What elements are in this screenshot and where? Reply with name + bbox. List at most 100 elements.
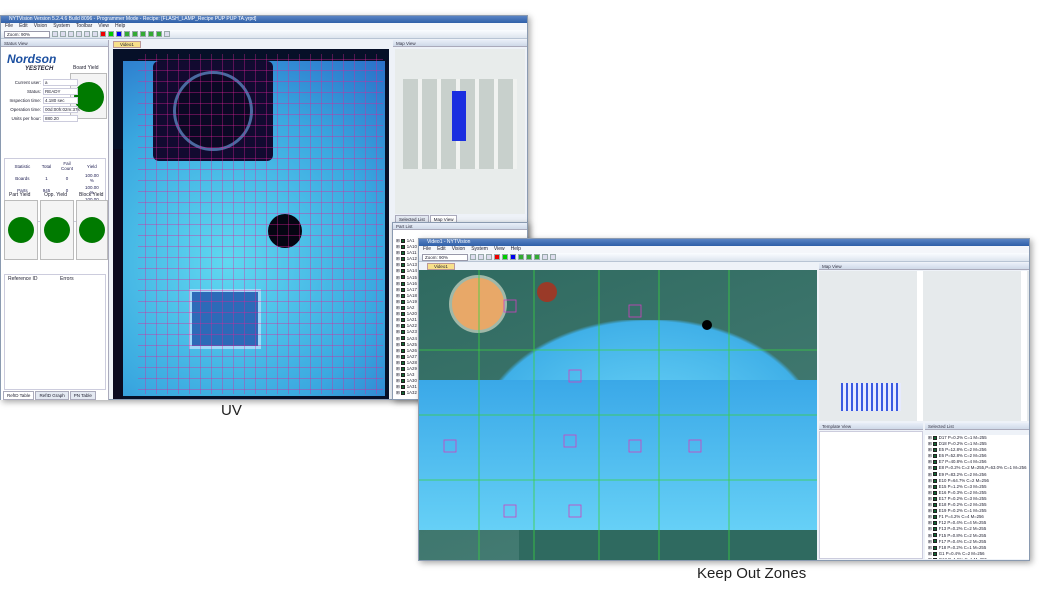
list-item[interactable]: ⊞ 1A28 — [396, 359, 417, 365]
menu-toolbar[interactable]: Toolbar — [75, 23, 93, 29]
list-item[interactable]: ⊞ E17 P=0.2% C=3 M=255 — [928, 495, 987, 501]
koz-window: Video1 - NYTVision File Edit Vision Syst… — [418, 238, 1030, 561]
list-item[interactable]: ⊞ E16 P=0.3% C=2 M=255 — [928, 489, 987, 495]
list-item[interactable]: ⊞ E8 P=0.2% C=2 M=255,P=63.0% C=1 M=256 — [928, 465, 1027, 471]
menu-view[interactable]: View — [98, 23, 110, 29]
list-item[interactable]: ⊞ D18 P=0.2% C=1 M=255 — [928, 441, 987, 447]
list-item[interactable]: ⊞ 1A31 — [396, 384, 417, 390]
list-item[interactable]: ⊞ 1A16 — [396, 280, 417, 286]
menu-vision[interactable]: Vision — [451, 246, 466, 252]
list-item[interactable]: ⊞ 1A30 — [396, 378, 417, 384]
list-item[interactable]: ⊞ 1A15 — [396, 274, 417, 280]
list-item[interactable]: ⊞ 1A13 — [396, 262, 417, 268]
list-item[interactable]: ⊞ 1A22 — [396, 323, 417, 329]
opp-yield-box — [40, 200, 74, 260]
list-item[interactable]: ⊞ 1A2 — [396, 305, 415, 311]
tab-refid-table[interactable]: RefID Table — [3, 391, 35, 400]
tab-pn-table[interactable]: PN Table — [69, 391, 96, 400]
list-item[interactable]: ⊞ 1A26 — [396, 347, 417, 353]
toolbar-button[interactable] — [510, 254, 516, 260]
list-item[interactable]: ⊞ D17 P=0.2% C=1 M=255 — [928, 435, 987, 440]
toolbar-button[interactable] — [502, 254, 508, 260]
list-item[interactable]: ⊞ 1A3 — [396, 372, 415, 378]
toolbar-button[interactable] — [148, 31, 154, 37]
map-view[interactable] — [395, 49, 525, 214]
list-item[interactable]: ⊞ E19 P=0.2% C=1 M=255 — [928, 508, 987, 514]
zoom-select[interactable]: Zoom: 90% — [422, 253, 468, 261]
toolbar-button[interactable] — [132, 31, 138, 37]
video-tab[interactable]: Video1 — [427, 263, 455, 270]
menu-help[interactable]: Help — [115, 23, 126, 29]
zoom-select[interactable]: Zoom: 90% — [4, 30, 50, 38]
toolbar-button[interactable] — [470, 254, 476, 260]
menu-system[interactable]: System — [53, 23, 70, 29]
toolbar-button[interactable] — [550, 254, 556, 260]
list-item[interactable]: ⊞ 1A1 — [396, 238, 415, 243]
list-item[interactable]: ⊞ F18 P=0.2% C=1 M=255 — [928, 544, 987, 550]
list-item[interactable]: ⊞ E9 P=83.2% C=2 M=256 — [928, 471, 987, 477]
list-item[interactable]: ⊞ 1A17 — [396, 286, 417, 292]
toolbar-button[interactable] — [164, 31, 170, 37]
toolbar-button[interactable] — [494, 254, 500, 260]
toolbar-button[interactable] — [518, 254, 524, 260]
list-item[interactable]: ⊞ 1A27 — [396, 353, 417, 359]
list-item[interactable]: ⊞ 1A32 — [396, 390, 417, 396]
menu-view[interactable]: View — [493, 246, 505, 252]
toolbar-button[interactable] — [526, 254, 532, 260]
list-item[interactable]: ⊞ 1A14 — [396, 268, 417, 274]
list-item[interactable]: ⊞ E6 P=52.8% C=2 M=256 — [928, 453, 987, 459]
list-item[interactable]: ⊞ 1A20 — [396, 311, 417, 317]
toolbar-button[interactable] — [534, 254, 540, 260]
list-item[interactable]: ⊞ 1A24 — [396, 335, 417, 341]
toolbar-button[interactable] — [140, 31, 146, 37]
list-item[interactable]: ⊞ G13 P=1.5% C=1 M=255 — [925, 557, 1029, 559]
list-item[interactable]: ⊞ G1 P=0.4% C=2 M=256 — [928, 550, 985, 556]
menu-file[interactable]: File — [5, 23, 14, 29]
tab-refid-graph[interactable]: RefID Graph — [35, 391, 69, 400]
list-item[interactable]: ⊞ E5 P=12.8% C=2 M=256 — [928, 447, 987, 453]
list-item[interactable]: ⊞ E15 P=1.2% C=3 M=255 — [928, 483, 987, 489]
menu-file[interactable]: File — [423, 246, 432, 252]
list-item[interactable]: ⊞ 1A29 — [396, 365, 417, 371]
menu-edit[interactable]: Edit — [437, 246, 446, 252]
list-item[interactable]: ⊞ F15 P=0.8% C=2 M=255 — [928, 532, 987, 538]
toolbar-button[interactable] — [156, 31, 162, 37]
toolbar-button[interactable] — [76, 31, 82, 37]
toolbar-button[interactable] — [92, 31, 98, 37]
toolbar-button[interactable] — [108, 31, 114, 37]
toolbar-button[interactable] — [84, 31, 90, 37]
toolbar-button[interactable] — [68, 31, 74, 37]
uv-inspection-image[interactable] — [113, 49, 389, 399]
list-item[interactable]: ⊞ E10 P=64.7% C=2 M=256 — [928, 477, 989, 483]
toolbar-button[interactable] — [542, 254, 548, 260]
part-yield-label: Part Yield — [9, 192, 31, 198]
list-item[interactable]: ⊞ 1A18 — [396, 292, 417, 298]
list-item[interactable]: ⊞ 1A11 — [396, 250, 417, 256]
toolbar-button[interactable] — [52, 31, 58, 37]
list-item[interactable]: ⊞ F1 P=4.2% C=4 M=256 — [928, 514, 984, 520]
toolbar-button[interactable] — [116, 31, 122, 37]
list-item[interactable]: ⊞ 1A12 — [396, 256, 417, 262]
toolbar-button[interactable] — [124, 31, 130, 37]
list-item[interactable]: ⊞ 1A25 — [396, 341, 417, 347]
menu-vision[interactable]: Vision — [33, 23, 48, 29]
menu-system[interactable]: System — [471, 246, 488, 252]
koz-map-view[interactable] — [819, 271, 1029, 421]
video-tab[interactable]: Video1 — [113, 41, 141, 48]
list-item[interactable]: ⊞ F17 P=0.4% C=2 M=255 — [928, 538, 987, 544]
menu-edit[interactable]: Edit — [19, 23, 28, 29]
list-item[interactable]: ⊞ 1A19 — [396, 298, 417, 304]
list-item[interactable]: ⊞ E18 P=0.2% C=2 M=255 — [928, 502, 987, 508]
list-item[interactable]: ⊞ F13 P=0.2% C=2 M=255 — [928, 526, 987, 532]
toolbar-button[interactable] — [486, 254, 492, 260]
toolbar-button[interactable] — [100, 31, 106, 37]
list-item[interactable]: ⊞ 1A21 — [396, 317, 417, 323]
list-item[interactable]: ⊞ F12 P=0.4% C=4 M=255 — [928, 520, 987, 526]
list-item[interactable]: ⊞ 1A10 — [396, 244, 417, 250]
list-item[interactable]: ⊞ E7 P=40.8% C=4 M=256 — [928, 459, 987, 465]
koz-inspection-image[interactable] — [419, 270, 817, 560]
toolbar-button[interactable] — [60, 31, 66, 37]
toolbar-button[interactable] — [478, 254, 484, 260]
list-item[interactable]: ⊞ 1A23 — [396, 329, 417, 335]
menu-help[interactable]: Help — [510, 246, 521, 252]
